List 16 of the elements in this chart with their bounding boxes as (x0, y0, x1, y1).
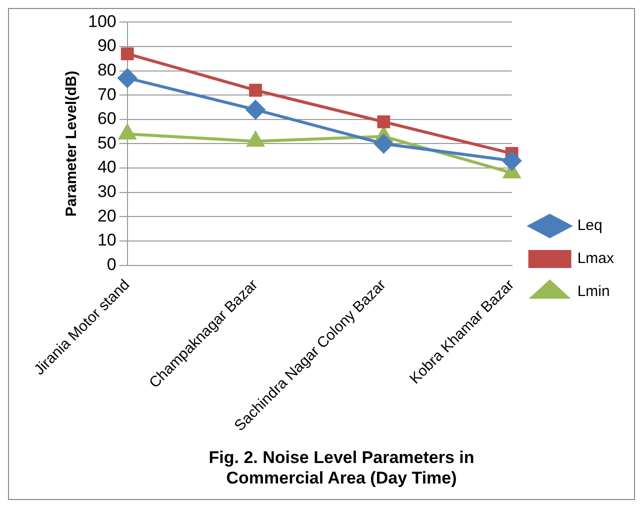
y-tick-label: 40 (97, 158, 116, 177)
y-tick-label: 10 (97, 230, 116, 250)
legend-label: Lmin (577, 283, 610, 300)
legend-label: Leq (577, 217, 602, 234)
y-tick-label: 100 (88, 12, 116, 31)
legend-label: Lmax (577, 250, 614, 268)
y-tick-label: 20 (97, 206, 116, 226)
y-tick-label: 90 (97, 36, 116, 56)
y-tick-label: 70 (97, 84, 116, 104)
y-tick-label: 50 (97, 133, 116, 152)
y-tick-label: 0 (106, 254, 116, 274)
y-tick-label: 80 (97, 60, 116, 80)
y-tick-label: 60 (97, 109, 116, 128)
y-axis-title: Parameter Level(dB) (63, 70, 80, 217)
y-tick-label: 30 (97, 182, 116, 202)
text: Fig. 2. Noise Level Parameters in Commercial Area (Day Time) (208, 448, 474, 488)
